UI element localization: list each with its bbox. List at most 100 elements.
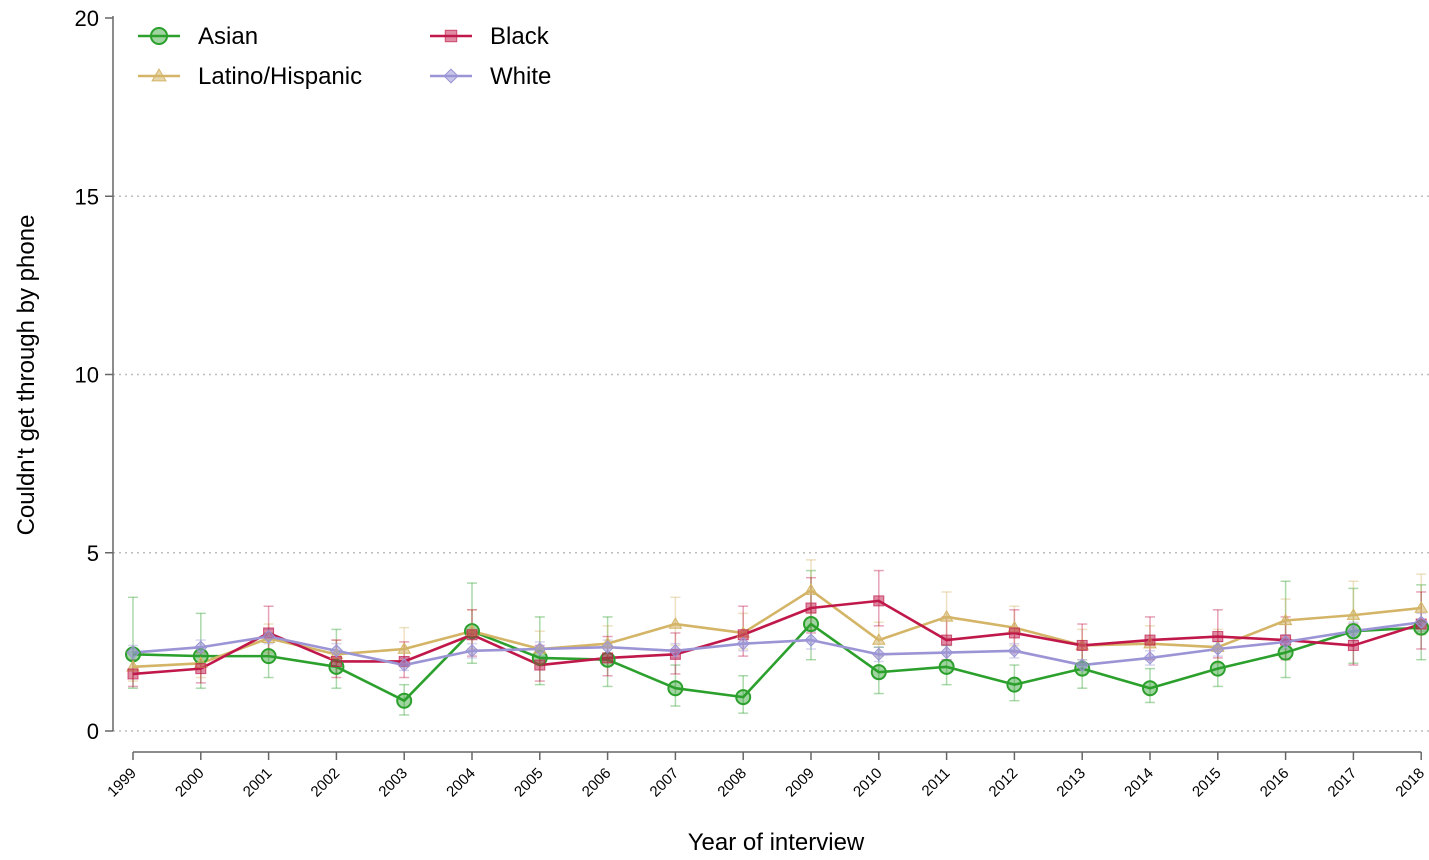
x-tick-label: 2017: [1325, 765, 1361, 801]
series-markers: [125, 583, 1429, 709]
data-point-black: [1212, 631, 1224, 643]
data-point-black: [1144, 634, 1156, 646]
data-point-white: [194, 640, 208, 654]
error-bar-asian: [1145, 667, 1155, 704]
error-bar-asian: [1009, 664, 1020, 702]
data-point-asian: [260, 648, 277, 665]
data-point-black: [534, 659, 546, 671]
data-point-latino-hispanic: [1346, 608, 1361, 620]
data-point-white: [1007, 644, 1022, 658]
data-point-white: [939, 645, 954, 660]
x-axis-ticks: 1999 2000 2001 2002 2003 2004 2005 2006 2007 2008…: [104, 752, 1428, 800]
data-point-black: [1347, 639, 1359, 651]
error-bar-asian: [1280, 580, 1291, 679]
data-point-white: [329, 644, 344, 658]
series-line-black: [132, 599, 1422, 676]
x-tick-label: 2014: [1121, 765, 1157, 801]
x-tick-label: 2012: [986, 765, 1022, 801]
legend-marker: [151, 68, 167, 82]
data-point-asian: [1006, 676, 1023, 693]
data-point-white: [1414, 615, 1428, 629]
data-point-black: [466, 629, 478, 641]
data-point-latino-hispanic: [871, 633, 886, 645]
legend-item-latino-hispanic: Latino/Hispanic: [138, 63, 362, 90]
data-point-white: [1346, 624, 1361, 638]
data-point-white: [1278, 635, 1293, 649]
x-tick-label: 2002: [308, 765, 344, 801]
data-point-latino-hispanic: [397, 642, 412, 654]
data-point-black: [330, 655, 342, 667]
legend-item-asian: Asian: [138, 23, 258, 50]
data-point-asian: [1142, 680, 1158, 697]
data-point-asian: [1209, 660, 1226, 677]
legend-label: Asian: [198, 23, 258, 50]
data-point-white: [600, 640, 615, 654]
y-axis-title: Couldn't get through by phone: [13, 215, 40, 536]
x-tick-label: 2003: [375, 765, 411, 801]
x-tick-label: 2005: [511, 765, 547, 801]
data-point-latino-hispanic: [804, 583, 818, 595]
data-point-white: [397, 658, 411, 672]
data-point-black: [602, 652, 614, 664]
x-tick-label: 2010: [850, 765, 886, 801]
x-tick-label: 2013: [1053, 765, 1089, 801]
data-point-black: [873, 595, 885, 607]
series-lines: [132, 588, 1422, 702]
data-point-latino-hispanic: [668, 617, 683, 629]
series-line-white: [132, 620, 1422, 667]
data-point-white: [1143, 651, 1157, 665]
data-point-black: [195, 663, 207, 675]
data-point-asian: [667, 680, 684, 697]
data-point-white: [533, 642, 547, 656]
data-point-black: [1076, 639, 1088, 651]
x-tick-label: 2011: [919, 765, 954, 800]
x-tick-label: 2009: [782, 765, 818, 801]
x-tick-label: 2007: [647, 765, 683, 801]
x-tick-label: 2006: [579, 765, 615, 801]
y-tick-label: 0: [87, 719, 99, 744]
data-point-asian: [803, 616, 819, 633]
x-tick-label: 1999: [104, 765, 140, 801]
data-point-white: [1211, 642, 1225, 656]
x-axis-title: Year of interview: [688, 829, 865, 856]
y-tick-label: 5: [87, 541, 99, 566]
error-bar-asian: [670, 664, 681, 707]
y-tick-label: 15: [75, 184, 99, 209]
data-point-white: [1075, 658, 1089, 672]
x-tick-label: 2008: [714, 765, 750, 801]
data-point-asian: [735, 689, 752, 706]
error-bar-asian: [738, 674, 749, 714]
legend: Asian Latino/Hispanic Black White: [138, 23, 551, 90]
series-line-latino-hispanic: [132, 588, 1422, 669]
data-point-latino-hispanic: [1278, 613, 1293, 626]
data-point-white: [804, 633, 818, 647]
data-point-latino-hispanic: [939, 609, 954, 622]
data-point-asian: [396, 692, 413, 709]
data-point-latino-hispanic: [1414, 601, 1429, 613]
x-tick-label: 2016: [1257, 765, 1293, 801]
x-tick-label: 2015: [1189, 765, 1225, 801]
data-point-white: [668, 644, 683, 658]
data-point-white: [126, 645, 140, 660]
data-point-white: [872, 647, 886, 662]
data-point-black: [127, 668, 139, 680]
y-axis-ticks: 0 5 10 15 20: [75, 6, 113, 744]
y-tick-label: 20: [75, 6, 99, 31]
data-point-asian: [938, 658, 955, 675]
data-point-black: [941, 634, 953, 646]
x-tick-label: 2004: [443, 765, 479, 801]
axes: [112, 16, 1422, 753]
legend-item-white: White: [430, 63, 551, 90]
data-point-black: [1008, 627, 1020, 639]
legend-marker: [149, 26, 169, 46]
series-line-asian: [132, 622, 1422, 702]
x-tick-label: 2018: [1392, 765, 1428, 801]
legend-marker: [444, 29, 458, 43]
x-tick-label: 2001: [240, 765, 276, 801]
legend-item-black: Black: [430, 23, 550, 50]
data-point-white: [736, 636, 750, 651]
x-tick-label: 2000: [172, 765, 208, 801]
legend-label: Black: [490, 23, 550, 50]
legend-label: White: [490, 63, 551, 90]
